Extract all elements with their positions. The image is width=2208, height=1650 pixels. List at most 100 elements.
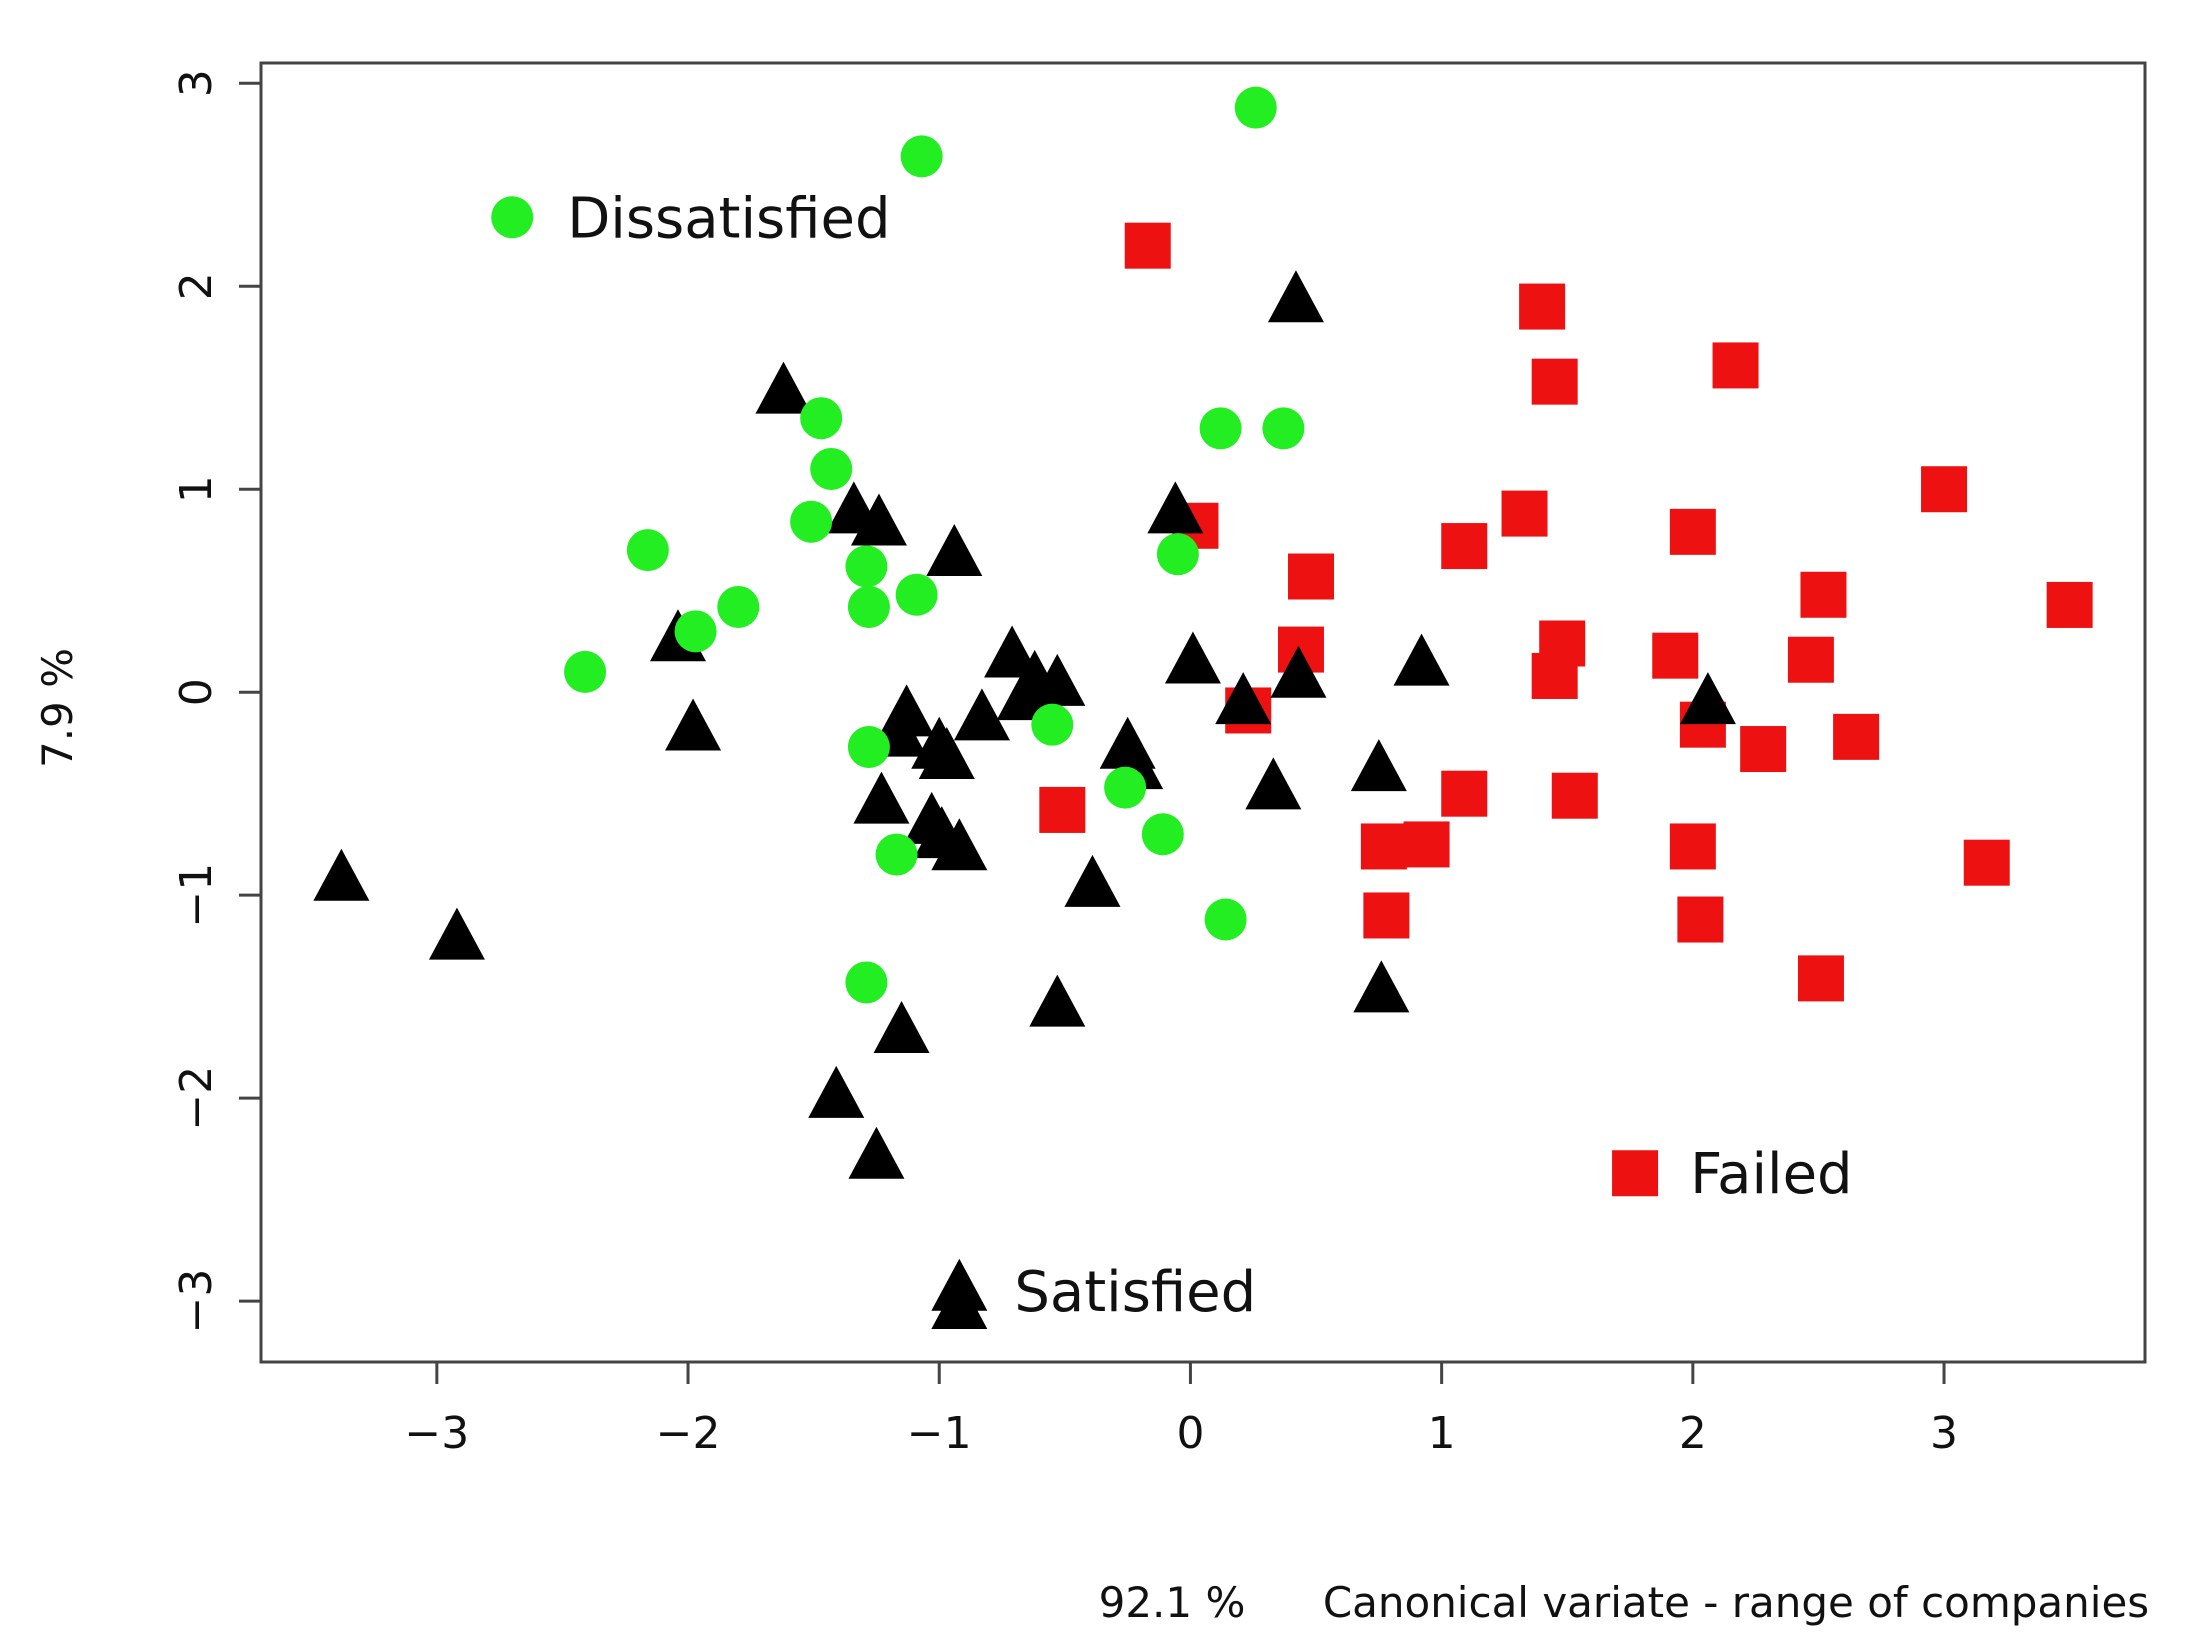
satisfied-point [984,625,1041,678]
satisfied-point [1164,631,1221,684]
failed-point [1652,632,1699,679]
dissatisfied-point [810,447,853,490]
dissatisfied-point [875,833,918,876]
dissatisfied-point [564,650,607,693]
dissatisfied-point [626,529,669,572]
failed-point [1531,652,1578,699]
y-axis-label: 7.9 % [33,648,82,768]
satisfied-point [1064,854,1121,907]
x-tick-label: 3 [1930,1408,1958,1459]
dissatisfied-point [895,573,938,616]
dissatisfied-point [1199,407,1242,450]
satisfied-point [1350,739,1407,792]
x-axis-percent-label: 92.1 % [1099,1578,1246,1627]
failed-point [1800,571,1847,618]
x-tick-label: 0 [1176,1408,1204,1459]
satisfied-point [313,848,370,901]
dissatisfied-point [1141,813,1184,856]
satisfied-point [853,771,910,824]
failed-point [1963,839,2010,886]
legend-label-failed: Failed [1690,1142,1853,1207]
y-tick-label: −2 [171,1066,222,1131]
failed-point [1551,772,1598,819]
x-axis: −3 −2 −1 0 1 2 3 [404,1362,1958,1459]
satisfied-point [1147,481,1204,534]
failed-point [1360,823,1407,870]
satisfied-point [873,1000,930,1053]
dissatisfied-point [790,500,833,543]
satisfied-point [931,818,988,871]
legend-marker-satisfied [931,1258,988,1311]
satisfied-point [1267,270,1324,323]
failed-point [1921,466,1968,513]
series-failed [1039,222,2093,1002]
legend-item-satisfied: Satisfied [931,1258,1256,1325]
dissatisfied-point [674,610,717,653]
failed-point [1669,823,1716,870]
dissatisfied-point [1262,407,1305,450]
legend-item-dissatisfied: Dissatisfied [491,186,891,251]
failed-point [1403,821,1450,868]
legend-item-failed: Failed [1612,1142,1853,1207]
failed-point [1441,770,1488,817]
y-axis: −3 −2 −1 0 1 2 3 [171,69,261,1334]
series-dissatisfied [564,86,1305,1004]
satisfied-point [996,668,1053,721]
failed-point [1797,955,1844,1002]
legend-label-dissatisfied: Dissatisfied [567,186,890,251]
satisfied-point [1353,960,1410,1013]
failed-point [1519,283,1566,330]
dissatisfied-point [717,585,760,628]
satisfied-point [1215,672,1272,725]
satisfied-point [1679,672,1736,725]
dissatisfied-point [847,585,890,628]
failed-point [1712,342,1759,389]
x-tick-label: 2 [1679,1408,1707,1459]
legend-marker-failed [1612,1150,1659,1197]
data-points [313,86,2093,1329]
y-tick-label: 0 [171,678,222,706]
satisfied-point [428,907,485,960]
satisfied-point [1393,633,1450,686]
dissatisfied-point [1104,766,1147,809]
dissatisfied-point [847,726,890,769]
failed-point [1039,786,1086,833]
satisfied-point [1245,757,1302,810]
satisfied-point [926,523,983,576]
x-axis-label: Canonical variate - range of companies [1323,1578,2149,1627]
y-tick-label: 2 [171,272,222,300]
x-tick-label: −1 [907,1408,972,1459]
failed-point [2046,581,2093,628]
failed-point [1740,726,1787,773]
failed-point [1677,896,1724,943]
legend-marker-dissatisfied [491,196,534,239]
y-tick-label: 3 [171,69,222,97]
satisfied-point [918,726,975,779]
satisfied-point [953,688,1010,741]
failed-point [1441,523,1488,570]
x-tick-label: −3 [404,1408,469,1459]
satisfied-point [1029,653,1086,706]
dissatisfied-point [1031,703,1074,746]
failed-point [1124,222,1171,269]
dissatisfied-point [900,135,943,178]
failed-point [1669,508,1716,555]
dissatisfied-point [1156,533,1199,576]
failed-point [1363,892,1410,939]
dissatisfied-point [1204,898,1247,941]
dissatisfied-point [845,961,888,1004]
plot-frame [259,61,2147,1364]
y-tick-label: −1 [171,863,222,928]
satisfied-point [1270,645,1327,698]
satisfied-point [808,1065,865,1118]
x-tick-label: −2 [656,1408,721,1459]
dissatisfied-point [800,397,843,440]
satisfied-point [850,493,907,546]
y-tick-label: −3 [171,1269,222,1334]
x-tick-label: 1 [1428,1408,1456,1459]
y-tick-label: 1 [171,475,222,503]
failed-point [1833,713,1880,760]
failed-point [1531,358,1578,405]
